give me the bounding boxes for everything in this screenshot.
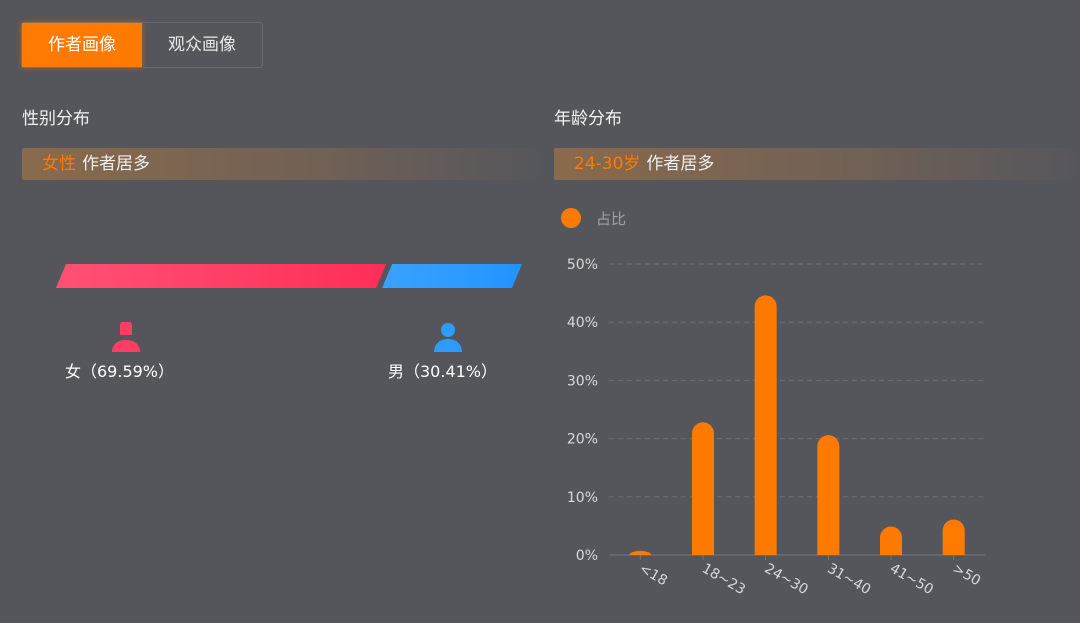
y-tick-label: 50% (567, 257, 598, 273)
male-label: 男（30.41%） (388, 362, 498, 381)
gender-banner-highlight: 女性 (42, 154, 76, 174)
legend-marker[interactable] (561, 208, 581, 228)
portrait-tabs: 作者画像 观众画像 (21, 22, 263, 68)
y-tick-label: 40% (567, 315, 598, 331)
bar-1[interactable] (692, 422, 714, 555)
bar-2[interactable] (754, 295, 777, 555)
y-tick-label: 30% (567, 373, 598, 389)
gender-title: 性别分布 (22, 109, 90, 129)
x-tick-label: 18~23 (699, 561, 748, 599)
female-icon (112, 322, 140, 352)
y-tick-label: 10% (567, 490, 598, 506)
age-banner-highlight: 24-30岁 (574, 154, 641, 174)
bar-4[interactable] (880, 526, 902, 555)
female-bar (56, 264, 387, 288)
y-tick-label: 20% (567, 432, 598, 448)
tab-author-portrait[interactable]: 作者画像 (22, 23, 142, 67)
bar-3[interactable] (817, 435, 840, 555)
gender-banner-text: 作者居多 (82, 154, 150, 174)
x-tick-label: 41~50 (887, 561, 936, 599)
gender-ratio-bar (56, 264, 522, 288)
tab-audience-portrait[interactable]: 观众画像 (168, 35, 236, 55)
bar-5[interactable] (942, 519, 965, 555)
x-tick-label: 31~40 (824, 561, 873, 599)
male-bar (382, 264, 522, 288)
bar-0[interactable] (629, 550, 652, 555)
y-tick-label: 0% (576, 548, 598, 564)
legend-label[interactable]: 占比 (596, 210, 626, 228)
age-banner-text: 作者居多 (646, 154, 715, 174)
x-tick-label: 24~30 (762, 561, 811, 599)
age-banner: 24-30岁 作者居多 (554, 148, 1080, 180)
age-chart: 占比 0% 10% 20% 30% 40% 50% <18 18~23 24~30 31~40 41… (561, 208, 985, 599)
female-label: 女（69.59%） (65, 362, 175, 381)
age-title: 年龄分布 (554, 109, 622, 129)
x-tick-label: <18 (636, 561, 670, 590)
gender-banner: 女性 作者居多 (22, 148, 542, 180)
male-icon (434, 323, 462, 352)
x-tick-label: >50 (950, 561, 984, 590)
